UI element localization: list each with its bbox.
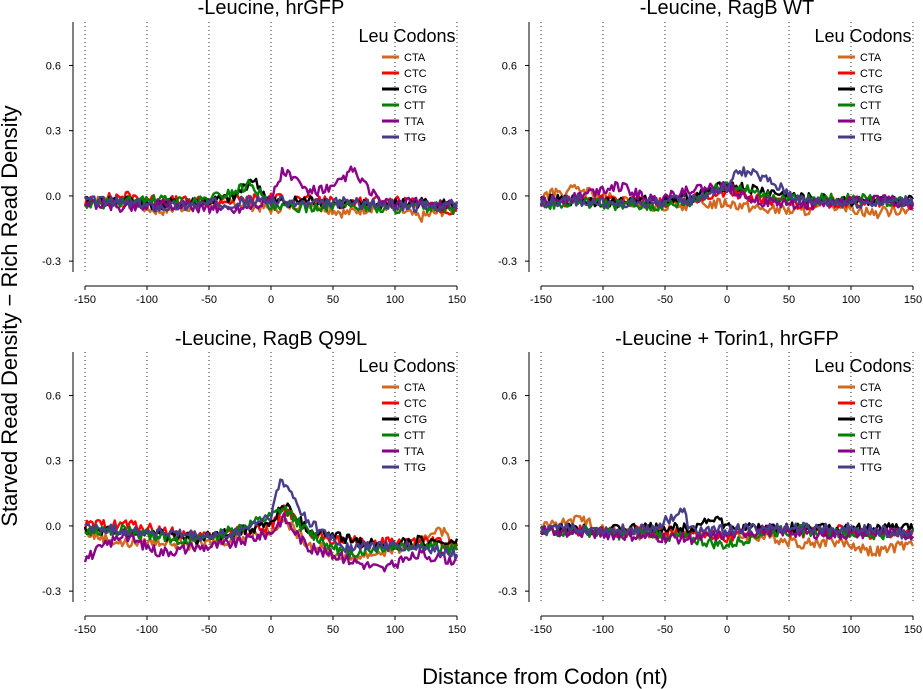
y-tick-label: 0.0 (46, 521, 61, 533)
series-line-ttg (539, 166, 915, 209)
legend-label: CTC (404, 398, 427, 410)
x-tick-label: 150 (448, 294, 466, 306)
series-line-tta (83, 512, 459, 573)
x-tick-label: 0 (724, 294, 730, 306)
legend-title: Leu Codons (358, 26, 455, 46)
legend-label: TTA (404, 446, 425, 458)
x-tick-label: -50 (201, 624, 217, 636)
y-tick-label: 0.0 (502, 191, 517, 203)
x-tick-label: 100 (386, 294, 404, 306)
legend-label: TTA (404, 116, 425, 128)
x-axis-label: Distance from Codon (nt) (422, 664, 668, 689)
y-tick-label: -0.3 (498, 586, 517, 598)
series-line-ttg (83, 195, 459, 214)
x-tick-label: -50 (657, 624, 673, 636)
x-tick-label: -50 (657, 294, 673, 306)
y-tick-label: 0.0 (46, 191, 61, 203)
series-line-ttg (539, 507, 914, 540)
x-tick-label: 50 (327, 624, 339, 636)
x-tick-label: -100 (592, 294, 614, 306)
legend-label: TTG (404, 462, 426, 474)
x-tick-label: -150 (530, 624, 552, 636)
legend-label: CTT (860, 100, 882, 112)
panel-2: -Leucine, RagB WT -0.3 0.0 0.3 0.6 -150 -100 -5… (498, 0, 922, 306)
x-tick-label: -150 (530, 294, 552, 306)
legend-label: CTG (860, 414, 883, 426)
x-tick-label: -100 (136, 624, 158, 636)
x-tick-label: 50 (783, 624, 795, 636)
legend-label: TTG (860, 462, 882, 474)
panel-4: -Leucine + Torin1, hrGFP -0.3 0.0 0.3 0.6 -15… (498, 328, 922, 636)
legend-title: Leu Codons (358, 356, 455, 376)
x-tick-label: 100 (842, 624, 860, 636)
x-tick-label: 150 (904, 624, 922, 636)
y-tick-label: 0.6 (46, 60, 61, 72)
legend-label: CTG (404, 414, 427, 426)
y-tick-label: -0.3 (42, 586, 61, 598)
y-tick-label: 0.0 (502, 521, 517, 533)
legend-title: Leu Codons (814, 356, 911, 376)
x-tick-label: 100 (386, 624, 404, 636)
legend-label: TTA (860, 116, 881, 128)
panel-title: -Leucine + Torin1, hrGFP (615, 328, 839, 350)
x-tick-label: 50 (783, 294, 795, 306)
y-tick-label: 0.6 (46, 390, 61, 402)
y-tick-label: 0.3 (46, 456, 61, 468)
legend-label: TTG (860, 132, 882, 144)
legend-label: CTA (860, 382, 882, 394)
y-axis-label: Starved Read Density − Rich Read Density (0, 105, 22, 526)
y-tick-label: -0.3 (42, 256, 61, 268)
x-tick-label: 50 (327, 294, 339, 306)
legend-title: Leu Codons (814, 26, 911, 46)
legend-label: CTT (404, 100, 426, 112)
x-tick-label: -50 (201, 294, 217, 306)
x-tick-label: 100 (842, 294, 860, 306)
panel-title: -Leucine, hrGFP (198, 0, 345, 19)
legend-label: CTG (860, 84, 883, 96)
legend-label: CTA (860, 52, 882, 64)
panel-title: -Leucine, RagB WT (640, 0, 815, 19)
legend-label: CTC (404, 68, 427, 80)
y-tick-label: 0.3 (502, 456, 517, 468)
x-tick-label: 0 (268, 624, 274, 636)
legend-label: CTA (404, 382, 426, 394)
x-tick-label: 150 (904, 294, 922, 306)
panel-3: -Leucine, RagB Q99L -0.3 0.0 0.3 0.6 -150 -100… (42, 328, 466, 636)
y-tick-label: -0.3 (498, 256, 517, 268)
legend-label: CTC (860, 398, 883, 410)
panel-1: -Leucine, hrGFP -0.3 0.0 0.3 0.6 -150 -100 -50 0… (42, 0, 466, 306)
y-tick-label: 0.3 (502, 126, 517, 138)
x-tick-label: -100 (136, 294, 158, 306)
x-tick-label: -150 (74, 294, 96, 306)
legend-label: TTA (860, 446, 881, 458)
x-tick-label: 0 (724, 624, 730, 636)
x-tick-label: 0 (268, 294, 274, 306)
legend-label: CTA (404, 52, 426, 64)
panel-title: -Leucine, RagB Q99L (175, 328, 367, 350)
legend-label: TTG (404, 132, 426, 144)
legend-label: CTC (860, 68, 883, 80)
y-tick-label: 0.6 (502, 390, 517, 402)
series-line-ttg (84, 478, 459, 559)
y-tick-label: 0.3 (46, 126, 61, 138)
legend-label: CTT (404, 430, 426, 442)
legend-label: CTG (404, 84, 427, 96)
y-tick-label: 0.6 (502, 60, 517, 72)
x-tick-label: -150 (74, 624, 96, 636)
x-tick-label: -100 (592, 624, 614, 636)
x-tick-label: 150 (448, 624, 466, 636)
legend-label: CTT (860, 430, 882, 442)
